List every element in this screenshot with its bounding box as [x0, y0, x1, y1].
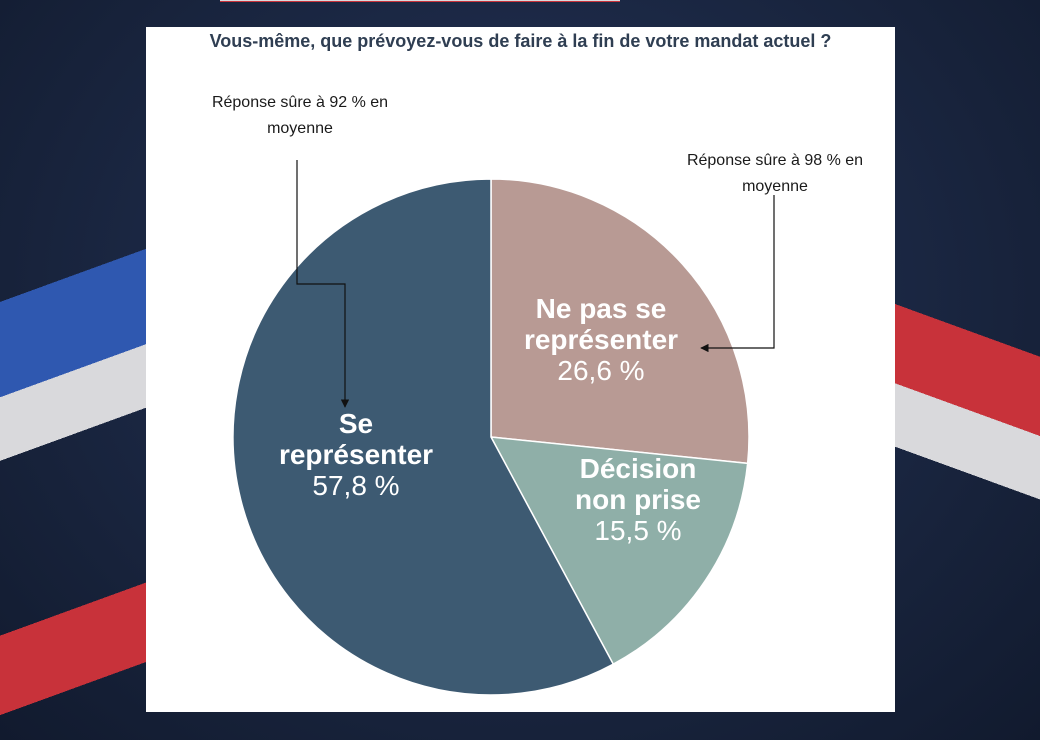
pie-slice-0 [490, 178, 750, 465]
slice-category-label: représenter [279, 439, 433, 470]
annotation-left: Réponse sûre à 92 % en moyenne [170, 90, 430, 142]
annotation-left-arrow [296, 160, 350, 408]
pie-slice-2 [232, 178, 615, 696]
slice-value-label: 26,6 % [557, 355, 644, 386]
annotation-right-arrow [700, 195, 775, 353]
slice-category-label: non prise [575, 484, 701, 515]
slice-value-label: 15,5 % [594, 515, 681, 546]
annotation-left-line1: Réponse sûre à 92 % en [211, 94, 389, 111]
slice-category-label: représenter [524, 324, 678, 355]
slice-value-label: 57,8 % [312, 470, 399, 501]
chart-title: Vous-même, que prévoyez-vous de faire à … [209, 31, 832, 51]
slice-category-label: Ne pas se [536, 293, 667, 324]
pie-slice-1 [489, 436, 749, 666]
annotation-right: Réponse sûre à 98 % en moyenne [645, 148, 905, 200]
annotation-left-line2: moyenne [267, 120, 333, 137]
annotation-right-line1: Réponse sûre à 98 % en [686, 152, 864, 169]
slice-category-label: Décision [580, 453, 697, 484]
annotation-right-line2: moyenne [742, 178, 808, 195]
slice-category-label: Se [339, 408, 373, 439]
